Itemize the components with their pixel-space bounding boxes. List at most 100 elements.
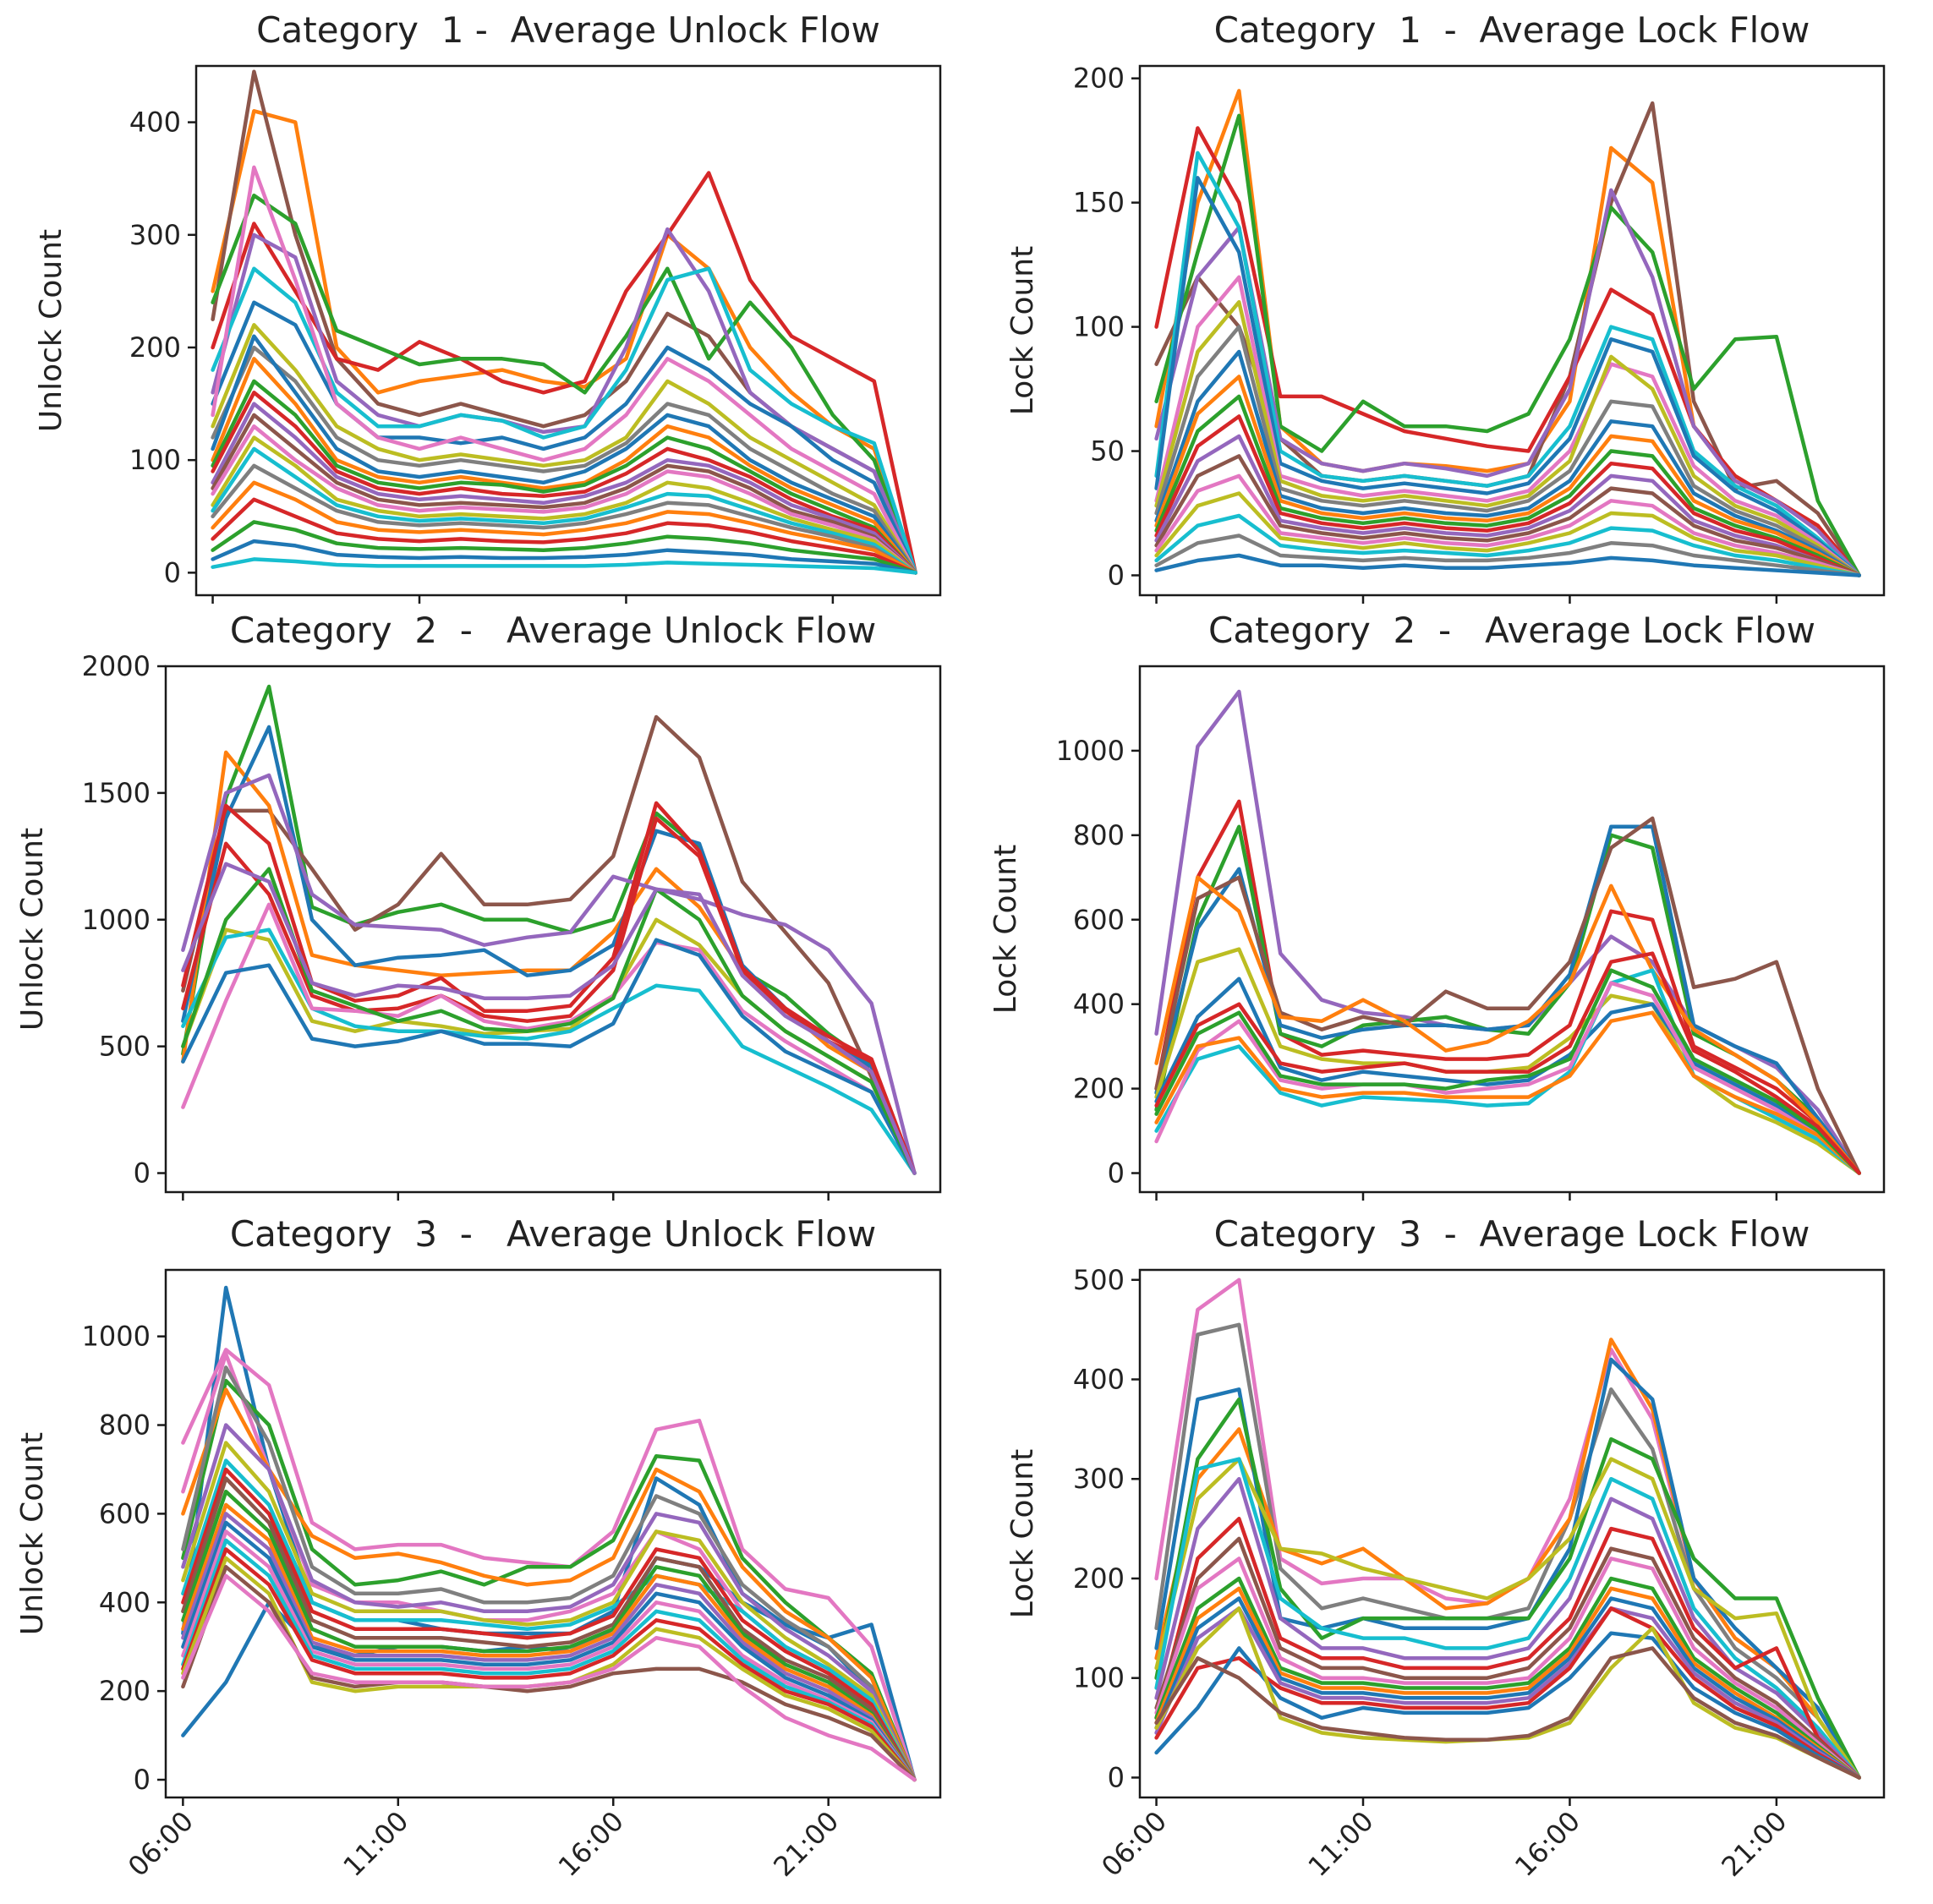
series-line-9 bbox=[1154, 299, 1861, 577]
series-line-9 bbox=[211, 323, 917, 575]
y-tick-label: 1500 bbox=[82, 777, 151, 809]
series-line-20 bbox=[211, 463, 917, 575]
plot-frame bbox=[1138, 1268, 1886, 1799]
y-tick-label: 200 bbox=[1073, 63, 1125, 95]
y-tick-label: 500 bbox=[99, 1031, 151, 1063]
series-line-5 bbox=[181, 773, 917, 1175]
series-line-13 bbox=[181, 1489, 917, 1782]
chart-title: Category 3 - Average Lock Flow bbox=[1214, 1213, 1810, 1255]
series-line-17 bbox=[181, 1529, 917, 1782]
series-line-5 bbox=[1154, 816, 1861, 1175]
y-tick-label: 300 bbox=[129, 219, 181, 251]
series-line-19 bbox=[1154, 513, 1861, 577]
series-line-3 bbox=[181, 1348, 917, 1782]
series-line-15 bbox=[181, 1512, 917, 1782]
y-tick-label: 800 bbox=[99, 1409, 151, 1442]
series-line-11 bbox=[1154, 1557, 1861, 1780]
series-line-10 bbox=[181, 902, 917, 1175]
panel-c3-unlock: Category 3 - Average Unlock Flow Unlock … bbox=[15, 1213, 942, 1883]
y-axis-label: Unlock Count bbox=[15, 1432, 50, 1635]
y-tick-label: 0 bbox=[1108, 1157, 1125, 1190]
panel-c3-lock: Category 3 - Average Lock Flow Lock Coun… bbox=[1005, 1213, 1886, 1883]
series-line-14 bbox=[1154, 414, 1861, 577]
series-line-13 bbox=[1154, 951, 1861, 1175]
series-line-25 bbox=[211, 557, 917, 575]
series-line-16 bbox=[1154, 1606, 1861, 1780]
series-line-3 bbox=[1154, 1338, 1861, 1780]
series-line-8 bbox=[211, 165, 917, 575]
series-line-6 bbox=[1154, 875, 1861, 1175]
series-line-10 bbox=[181, 1458, 917, 1782]
series-line-6 bbox=[181, 1387, 917, 1782]
series-line-4 bbox=[211, 193, 917, 575]
x-tick-label: 16:00 bbox=[1509, 1805, 1586, 1883]
series-line-24 bbox=[211, 539, 917, 575]
chart-title: Category 2 - Average Lock Flow bbox=[1208, 610, 1815, 651]
series-line-19 bbox=[181, 1547, 917, 1782]
series-line-17 bbox=[1154, 473, 1861, 577]
plot-frame bbox=[164, 1268, 942, 1799]
series-line-7 bbox=[181, 816, 917, 1175]
series-line-12 bbox=[1154, 375, 1861, 577]
series-line-11 bbox=[181, 1467, 917, 1782]
series-line-12 bbox=[1154, 968, 1861, 1175]
series-line-18 bbox=[211, 435, 917, 575]
y-tick-label: 800 bbox=[1073, 819, 1125, 851]
y-tick-label: 400 bbox=[1073, 1364, 1125, 1396]
series-line-13 bbox=[181, 862, 917, 1175]
y-tick-label: 0 bbox=[1108, 1761, 1125, 1793]
y-tick-label: 100 bbox=[1073, 311, 1125, 343]
y-tick-label: 400 bbox=[99, 1586, 151, 1618]
y-tick-label: 200 bbox=[129, 331, 181, 364]
series-line-11 bbox=[1154, 349, 1861, 577]
series-group bbox=[181, 684, 917, 1175]
x-tick-label: 16:00 bbox=[552, 1805, 630, 1883]
series-line-21 bbox=[1154, 553, 1861, 577]
plot-frame bbox=[1138, 665, 1886, 1194]
series-line-6 bbox=[181, 801, 917, 1175]
y-tick-label: 1000 bbox=[82, 1321, 151, 1353]
panel-c2-lock: Category 2 - Average Lock Flow Lock Coun… bbox=[988, 610, 1886, 1201]
chart-title: Category 3 - Average Unlock Flow bbox=[230, 1213, 876, 1255]
series-line-13 bbox=[1154, 1586, 1861, 1780]
y-tick-label: 100 bbox=[1073, 1662, 1125, 1694]
y-tick-label: 0 bbox=[1108, 559, 1125, 591]
chart-title: Category 1 - Average Unlock Flow bbox=[256, 9, 880, 51]
y-tick-label: 50 bbox=[1090, 435, 1125, 468]
series-line-9 bbox=[1154, 1517, 1861, 1780]
series-line-7 bbox=[1154, 947, 1861, 1175]
series-line-13 bbox=[211, 379, 917, 575]
series-line-16 bbox=[181, 1520, 917, 1782]
series-line-14 bbox=[211, 391, 917, 575]
series-line-1 bbox=[181, 684, 917, 1175]
series-group bbox=[1154, 1278, 1861, 1780]
series-line-21 bbox=[211, 480, 917, 575]
series-line-14 bbox=[1154, 1596, 1861, 1780]
x-tick-label: 21:00 bbox=[1715, 1805, 1793, 1883]
y-tick-label: 200 bbox=[1073, 1562, 1125, 1595]
panel-c1-unlock: Category 1 - Average Unlock Flow Unlock … bbox=[34, 9, 942, 604]
series-line-7 bbox=[211, 300, 917, 575]
series-line-8 bbox=[181, 1423, 917, 1782]
y-tick-label: 300 bbox=[1073, 1463, 1125, 1495]
plot-frame bbox=[1138, 64, 1886, 597]
series-line-18 bbox=[181, 1538, 917, 1782]
series-line-10 bbox=[1154, 981, 1861, 1175]
chart-title: Category 2 - Average Unlock Flow bbox=[230, 610, 876, 651]
y-axis-label: Lock Count bbox=[1005, 1449, 1040, 1618]
series-line-4 bbox=[1154, 113, 1861, 577]
panel-c1-lock: Category 1 - Average Lock Flow Lock Coun… bbox=[1005, 9, 1886, 604]
y-axis-label: Lock Count bbox=[1005, 246, 1040, 415]
series-line-16 bbox=[1154, 454, 1861, 577]
y-tick-label: 0 bbox=[164, 556, 181, 588]
series-line-8 bbox=[1154, 1476, 1861, 1780]
y-tick-label: 0 bbox=[134, 1157, 151, 1190]
y-tick-label: 1000 bbox=[82, 904, 151, 936]
series-line-17 bbox=[211, 424, 917, 575]
y-tick-label: 500 bbox=[1073, 1264, 1125, 1296]
series-group bbox=[211, 69, 917, 575]
series-line-17 bbox=[1154, 1631, 1861, 1780]
series-group bbox=[1154, 89, 1861, 577]
series-line-12 bbox=[181, 1476, 917, 1782]
